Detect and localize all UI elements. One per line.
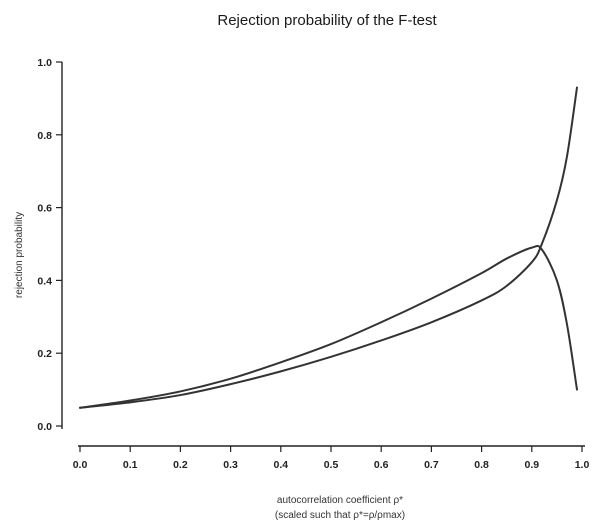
- y-axis-label-group: rejection probability: [14, 212, 25, 298]
- y-tick-label: 0.0: [37, 421, 52, 433]
- y-tick-label: 1.0: [37, 57, 52, 69]
- x-tick-label: 1.0: [575, 459, 590, 471]
- x-tick-label: 0.7: [424, 459, 439, 471]
- y-tick-label: 0.4: [37, 275, 52, 287]
- x-ticks: 0.0 0.1 0.2 0.3 0.4 0.5 0.6 0.7 0.8 0.9 1.0: [73, 446, 590, 471]
- x-tick-label: 0.8: [474, 459, 489, 471]
- x-tick-label: 0.2: [173, 459, 188, 471]
- y-tick-label: 0.6: [37, 203, 52, 215]
- x-tick-label: 0.1: [123, 459, 138, 471]
- x-tick-label: 0.9: [524, 459, 539, 471]
- x-tick-label: 0.5: [324, 459, 339, 471]
- y-ticks: 0.0 0.2 0.4 0.6 0.8 1.0: [37, 57, 62, 433]
- series-line-1: [79, 244, 578, 409]
- series-group: [79, 86, 578, 409]
- x-axis-label: autocorrelation coefficient ρ*: [277, 495, 403, 506]
- x-tick-label: 0.3: [223, 459, 238, 471]
- y-axis-label: rejection probability: [14, 212, 25, 298]
- x-tick-label: 0.4: [273, 459, 288, 471]
- x-tick-label: 0.0: [73, 459, 88, 471]
- x-axis-sublabel: (scaled such that ρ*=ρ/ρmax): [275, 510, 405, 521]
- x-tick-label: 0.6: [374, 459, 389, 471]
- y-tick-label: 0.2: [37, 348, 52, 360]
- series-line-2: [79, 86, 578, 409]
- y-tick-label: 0.8: [37, 130, 52, 142]
- chart-title: Rejection probability of the F-test: [217, 12, 437, 29]
